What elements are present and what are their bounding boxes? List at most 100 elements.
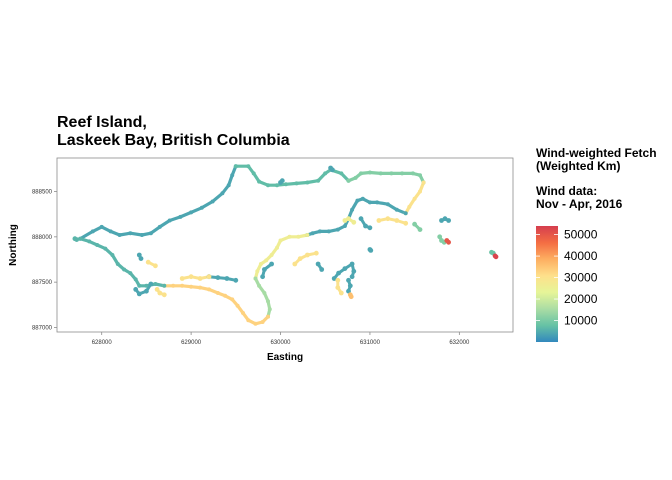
- fetch-point: [267, 307, 272, 312]
- fetch-point: [296, 234, 301, 239]
- fetch-point: [262, 267, 267, 272]
- plot-panel: [56, 157, 514, 333]
- fetch-point: [230, 173, 235, 178]
- chart-title-line1: Reef Island,: [57, 114, 147, 131]
- fetch-point: [269, 261, 274, 267]
- fetch-point: [253, 276, 258, 281]
- fetch-point: [148, 231, 153, 236]
- fetch-point: [139, 233, 144, 237]
- fetch-point: [378, 171, 383, 176]
- fetch-point: [446, 239, 451, 245]
- fetch-point: [346, 178, 351, 183]
- fetch-point: [257, 283, 262, 288]
- fetch-point: [342, 224, 347, 228]
- fetch-point: [110, 253, 115, 257]
- fetch-point: [87, 239, 92, 244]
- fetch-point: [128, 231, 133, 236]
- fetch-point: [359, 171, 363, 176]
- fetch-point: [407, 204, 412, 209]
- fetch-point: [319, 267, 325, 272]
- fetch-point: [349, 261, 355, 267]
- x-tick-label: 628000: [92, 340, 113, 346]
- fetch-point: [157, 224, 162, 229]
- fetch-point: [233, 164, 238, 169]
- fetch-point: [246, 318, 251, 323]
- fetch-point: [144, 283, 149, 288]
- fetch-point: [233, 277, 239, 283]
- fetch-point: [375, 200, 380, 205]
- fetch-point: [305, 180, 310, 185]
- fetch-point: [417, 227, 423, 233]
- fetch-point: [138, 256, 144, 261]
- fetch-point: [215, 291, 220, 295]
- fetch-point: [310, 231, 315, 236]
- fetch-point: [241, 311, 245, 315]
- fetch-point: [148, 281, 154, 287]
- fetch-point: [115, 262, 120, 266]
- fetch-point: [339, 171, 344, 176]
- fetch-point: [206, 274, 212, 280]
- fetch-point: [251, 171, 256, 176]
- fetch-point: [279, 178, 285, 184]
- fetch-point: [294, 181, 299, 186]
- legend-title-line1: Wind-weighted Fetch: [536, 146, 657, 160]
- fetch-point: [394, 218, 400, 223]
- fetch-point: [297, 256, 303, 261]
- fetch-point: [255, 269, 260, 274]
- fetch-point: [99, 224, 104, 229]
- legend-break-label: 30000: [564, 271, 598, 285]
- fetch-point: [330, 167, 335, 173]
- fetch-point: [446, 218, 451, 223]
- fetch-point: [103, 246, 108, 251]
- fetch-point: [278, 238, 283, 243]
- fetch-point: [179, 276, 185, 281]
- fetch-point: [136, 252, 142, 258]
- fetch-point: [262, 291, 267, 295]
- fetch-point: [313, 250, 319, 256]
- fetch-point: [133, 277, 138, 282]
- fetch-point: [287, 234, 292, 239]
- fetch-point: [95, 243, 100, 247]
- fetch-point: [226, 183, 231, 188]
- legend-break-label: 40000: [564, 249, 598, 263]
- coastline-segment: [346, 170, 426, 185]
- fetch-point: [224, 276, 230, 281]
- fetch-point: [385, 216, 391, 222]
- fetch-point: [145, 259, 151, 265]
- fetch-point: [292, 261, 298, 267]
- fetch-point: [437, 234, 443, 240]
- fetch-point: [246, 164, 251, 169]
- fetch-point: [197, 276, 203, 281]
- fetch-point: [367, 170, 372, 175]
- fetch-point: [351, 219, 357, 225]
- y-axis-title: Northing: [8, 224, 19, 266]
- fetch-point: [360, 196, 365, 201]
- fetch-point: [78, 236, 83, 241]
- coastline-segment: [377, 217, 408, 225]
- fetch-point: [348, 294, 354, 300]
- y-tick-label: 887000: [32, 325, 53, 331]
- fetch-point: [178, 214, 183, 219]
- fetch-point: [144, 288, 149, 294]
- fetch-point: [90, 229, 95, 234]
- legend-colorbar: [536, 226, 558, 342]
- fetch-point: [275, 183, 279, 188]
- fetch-point: [257, 179, 262, 184]
- fetch-point: [157, 290, 163, 296]
- fetch-point: [335, 227, 340, 232]
- fetch-point: [305, 252, 310, 258]
- legend-title-line3: Wind data:: [536, 184, 597, 198]
- fetch-point: [335, 277, 341, 283]
- fetch-point: [342, 218, 348, 223]
- fetch-point: [410, 171, 415, 176]
- fetch-point: [189, 284, 194, 289]
- fetch-point: [400, 171, 405, 176]
- coastline-segment: [180, 275, 211, 280]
- legend-title-line2: (Weighted Km): [536, 159, 620, 173]
- fetch-point: [363, 223, 368, 229]
- fetch-point: [215, 275, 221, 280]
- fetch-point: [342, 266, 348, 271]
- legend-break-label: 50000: [564, 228, 598, 242]
- legend-title-line4: Nov - Apr, 2016: [536, 197, 623, 211]
- fetch-point: [326, 229, 331, 234]
